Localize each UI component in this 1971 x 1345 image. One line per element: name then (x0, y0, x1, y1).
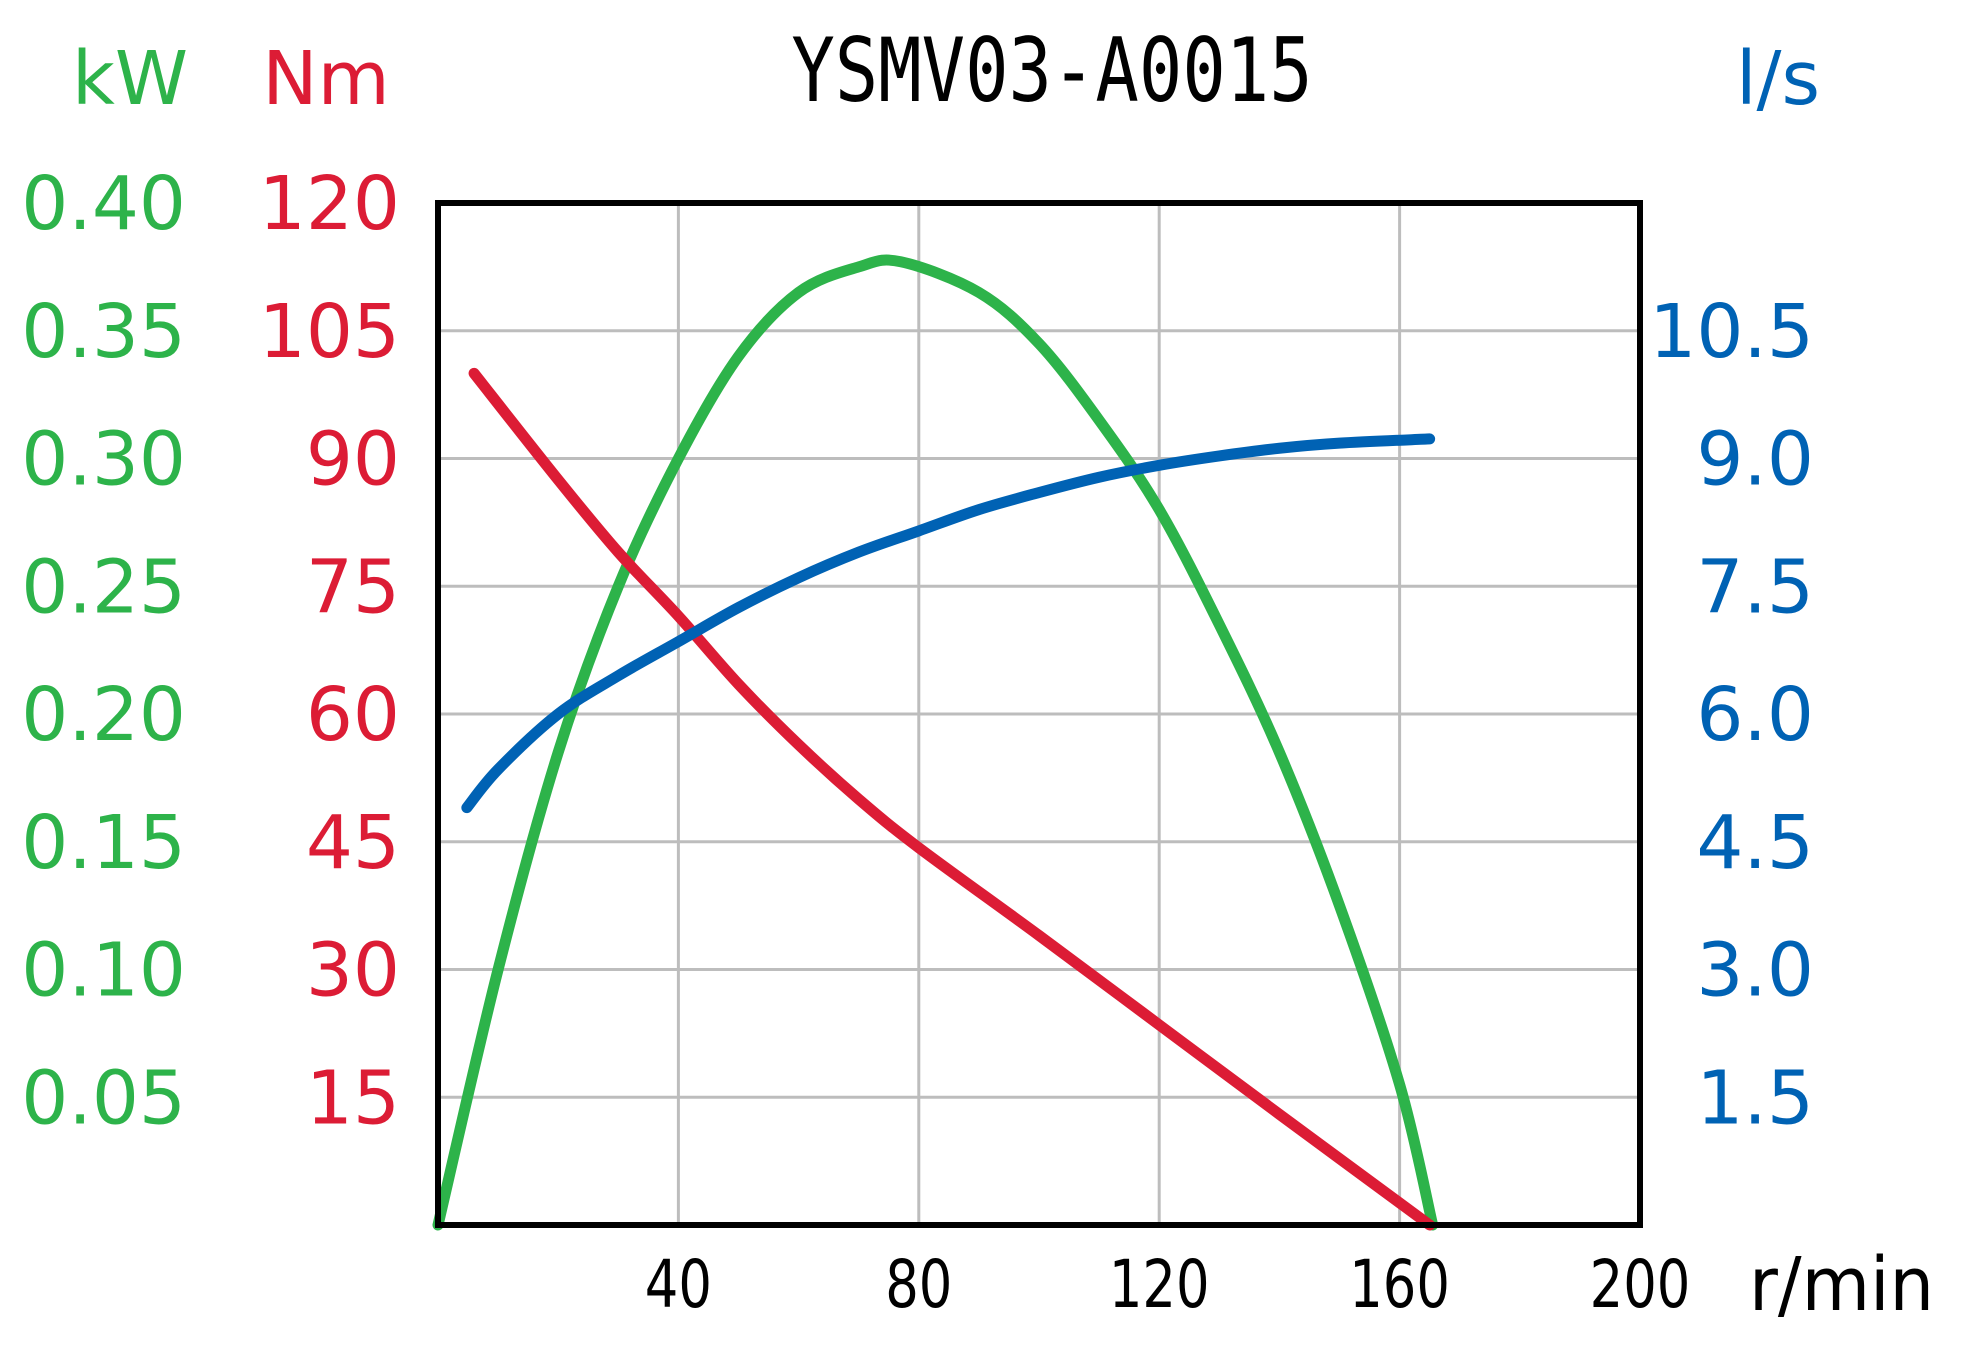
power-tick-label: 0.35 (21, 289, 186, 375)
flow-axis-unit: l/s (1736, 36, 1820, 122)
flow-tick-label: 1.5 (1696, 1055, 1814, 1141)
x-tick-label: 80 (885, 1247, 952, 1323)
series-lines (432, 254, 1439, 1231)
torque-tick-label: 45 (306, 800, 400, 886)
power-tick-label: 0.40 (21, 161, 186, 247)
torque-axis-unit: Nm (262, 36, 389, 122)
power-tick-label: 0.15 (21, 800, 186, 886)
power-tick-label: 0.25 (21, 544, 186, 630)
tick-labels: 40 80 120 160 200 0.05 0.10 0.15 0.20 0.25 0.30 0.3… (21, 161, 1814, 1324)
torque-tick-label: 75 (306, 544, 400, 630)
grid (438, 203, 1640, 1225)
chart-title: YSMV03-A0015 (791, 19, 1312, 122)
torque-curve (468, 367, 1436, 1231)
power-tick-label: 0.10 (21, 928, 186, 1014)
x-axis-label: r/min (1749, 1242, 1934, 1328)
x-tick-label: 40 (645, 1247, 712, 1323)
torque-tick-label: 30 (306, 928, 400, 1014)
torque-tick-label: 120 (259, 161, 400, 247)
power-tick-label: 0.30 (21, 417, 186, 503)
power-tick-label: 0.20 (21, 672, 186, 758)
flow-tick-label: 6.0 (1696, 672, 1814, 758)
flow-curve (461, 433, 1436, 814)
torque-tick-label: 15 (306, 1055, 400, 1141)
plot-frame (435, 200, 1643, 1228)
flow-tick-label: 4.5 (1696, 800, 1814, 886)
x-tick-label: 160 (1349, 1247, 1450, 1323)
flow-tick-label: 9.0 (1696, 417, 1814, 503)
torque-tick-label: 105 (259, 289, 400, 375)
flow-tick-label: 10.5 (1649, 289, 1814, 375)
x-tick-label: 200 (1590, 1247, 1691, 1323)
flow-tick-label: 7.5 (1696, 544, 1814, 630)
power-tick-label: 0.05 (21, 1055, 186, 1141)
torque-tick-label: 60 (306, 672, 400, 758)
flow-tick-label: 3.0 (1696, 928, 1814, 1014)
power-axis-unit: kW (72, 36, 188, 122)
torque-tick-label: 90 (306, 417, 400, 503)
power-curve (432, 254, 1439, 1231)
x-tick-label: 120 (1109, 1247, 1210, 1323)
